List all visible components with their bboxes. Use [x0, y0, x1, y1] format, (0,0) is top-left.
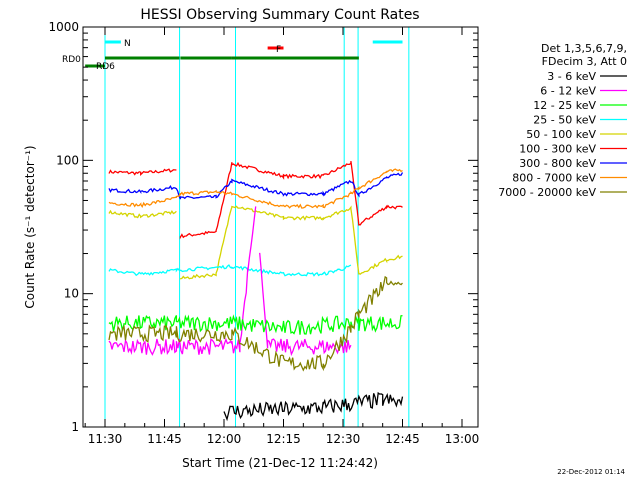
legend-label-6: 300 - 800 keV — [519, 157, 596, 170]
x-tick-label-1: 11:45 — [147, 432, 182, 446]
legend-label-0: 3 - 6 keV — [547, 70, 596, 83]
x-tick-label-0: 11:30 — [88, 432, 123, 446]
flag-label-rd6: RD6 — [96, 62, 115, 72]
flag-label-rd0: RD0 — [62, 55, 81, 65]
y-tick-label-1: 10 — [64, 287, 79, 301]
x-tick-label-2: 12:00 — [207, 432, 242, 446]
series-line-7 — [108, 275, 403, 372]
legend-header-0: Det 1,3,5,6,7,9, — [541, 42, 627, 55]
axes: 11:30 11:45 12:00 12:15 12:30 12:45 13:00 1 10 10… — [48, 20, 479, 446]
chart-title: HESSI Observing Summary Count Rates — [140, 7, 419, 23]
x-tick-label-6: 13:00 — [445, 432, 480, 446]
footer-timestamp: 22-Dec-2012 01:14 — [557, 468, 625, 476]
legend: Det 1,3,5,6,7,9,FDecim 3, Att 0 3 - 6 keV… — [498, 42, 627, 199]
legend-label-7: 800 - 7000 keV — [512, 172, 596, 185]
legend-label-3: 25 - 50 keV — [533, 114, 596, 127]
flag-label-f: F — [276, 45, 281, 55]
legend-label-1: 6 - 12 keV — [540, 85, 596, 98]
series-line-5 — [108, 206, 352, 357]
x-tick-label-5: 12:45 — [385, 432, 420, 446]
series-line-4 — [108, 264, 352, 277]
y-tick-label-2: 100 — [56, 153, 79, 167]
x-tick-label-4: 12:30 — [326, 432, 361, 446]
x-axis-label: Start Time (21-Dec-12 11:24:42) — [182, 456, 378, 470]
plot-area: N F RD0 RD6 — [62, 27, 410, 427]
y-tick-label-3: 1000 — [48, 20, 79, 34]
legend-label-5: 100 - 300 keV — [519, 143, 596, 156]
series-line-0 — [108, 161, 403, 240]
y-axis-label: Count Rate (s⁻¹ detector⁻¹) — [23, 145, 37, 308]
plot-frame — [82, 26, 479, 428]
legend-label-2: 12 - 25 keV — [533, 99, 596, 112]
y-tick-label-0: 1 — [71, 420, 79, 434]
legend-label-4: 50 - 100 keV — [526, 128, 596, 141]
legend-header-1: FDecim 3, Att 0 — [542, 55, 627, 68]
flag-label-n: N — [124, 39, 131, 49]
series-line-8 — [223, 391, 404, 422]
series-line-3 — [108, 205, 403, 280]
series-line-2 — [108, 168, 403, 209]
legend-label-8: 7000 - 20000 keV — [498, 186, 596, 199]
x-tick-label-3: 12:15 — [266, 432, 301, 446]
